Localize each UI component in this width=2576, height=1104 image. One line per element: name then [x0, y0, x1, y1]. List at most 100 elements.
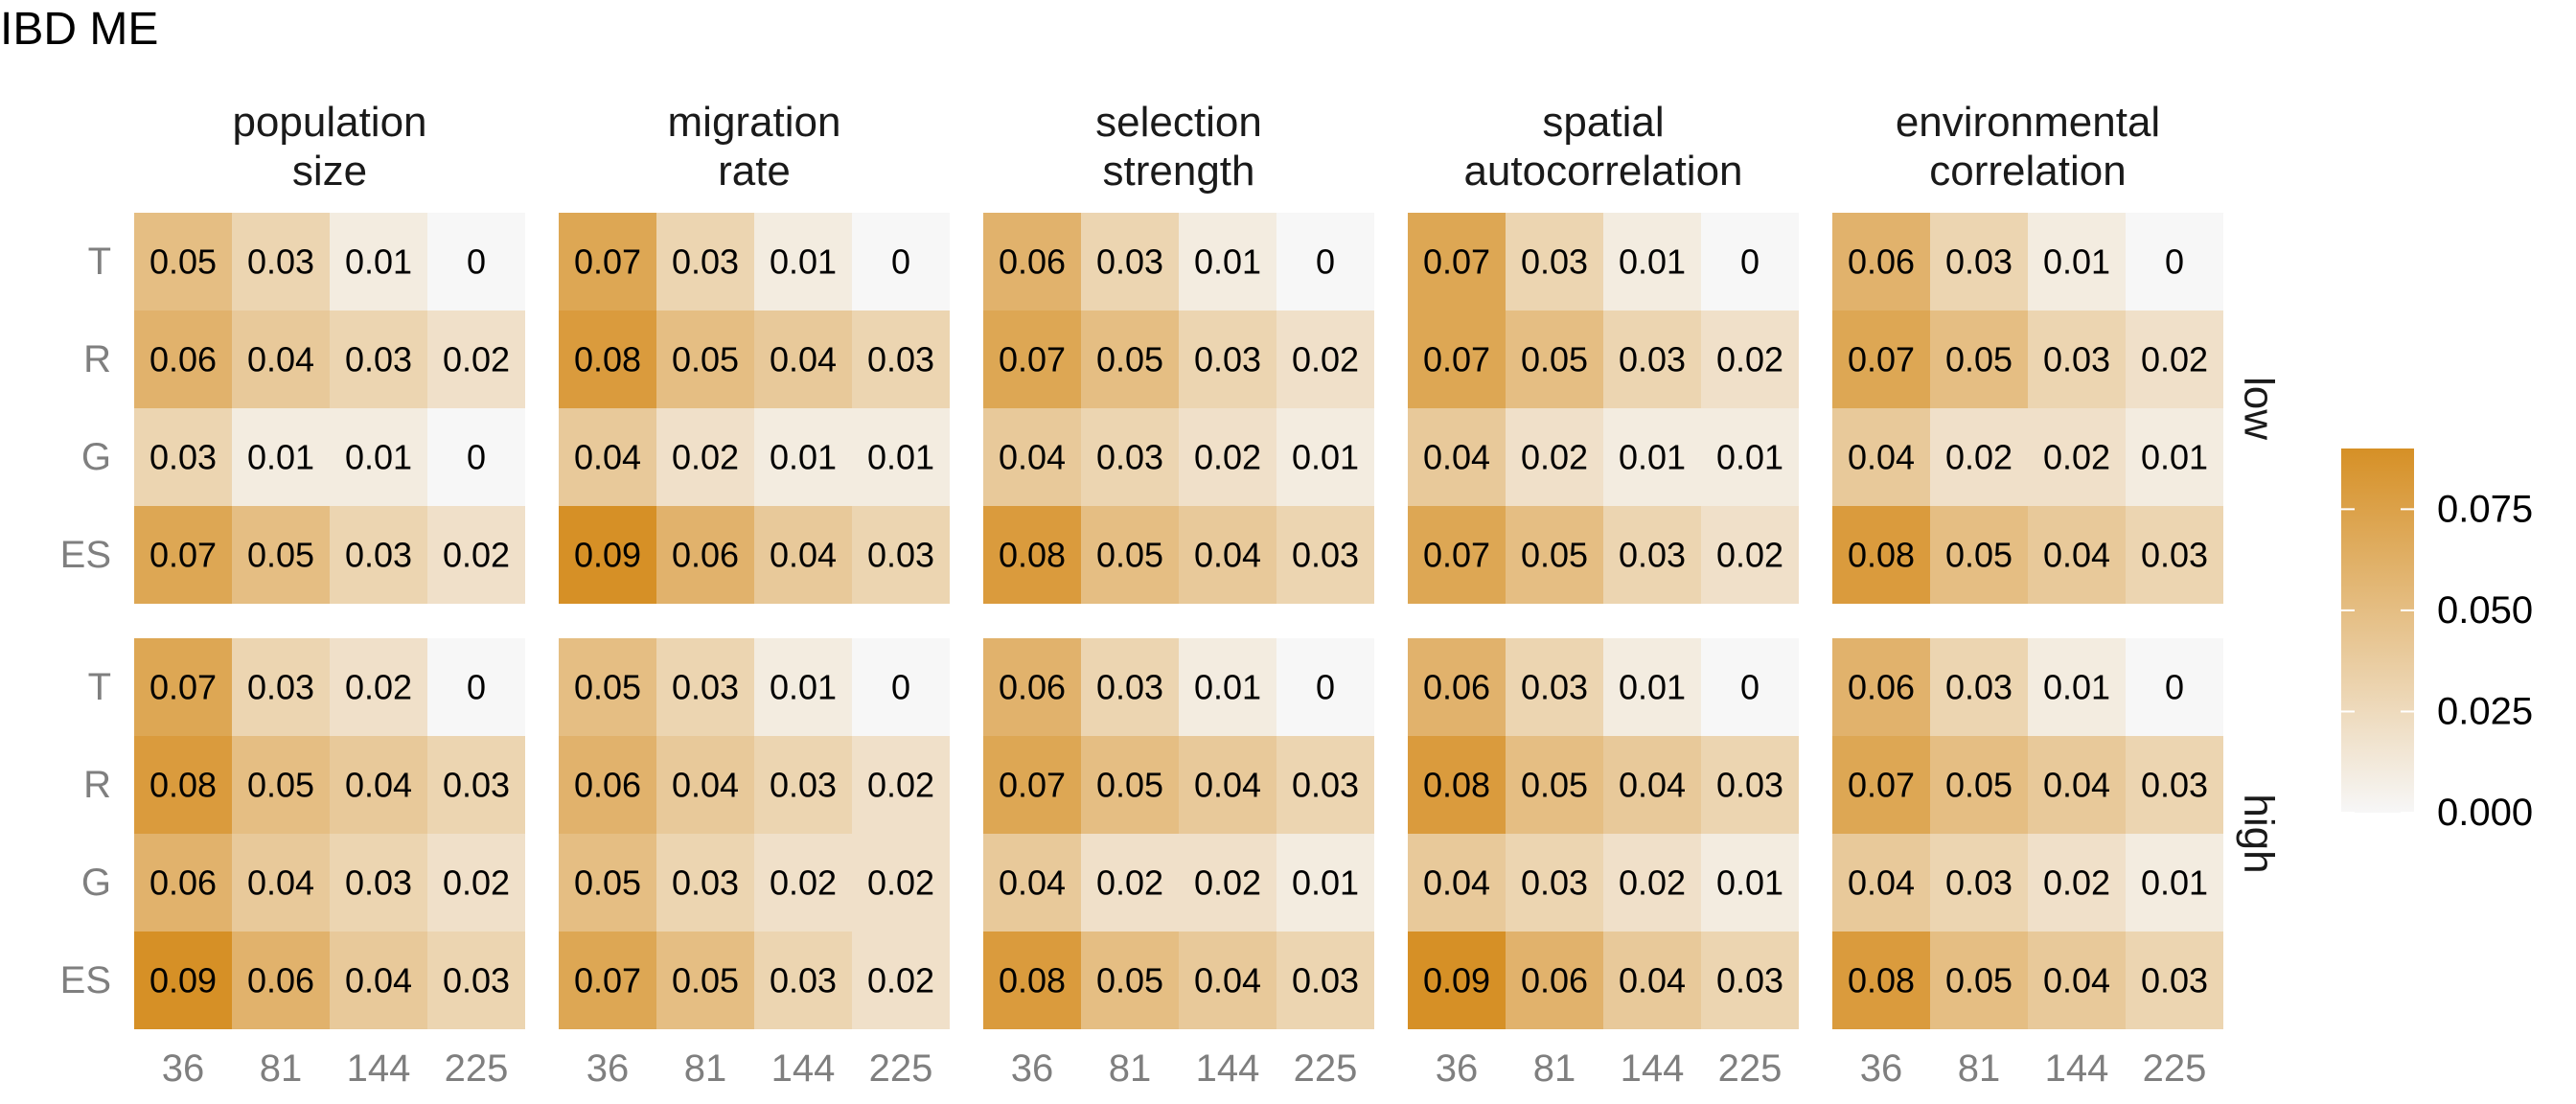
heatmap-tile [559, 736, 656, 834]
heatmap-tile [656, 506, 754, 604]
heatmap-tile [656, 310, 754, 408]
cell-value-label: 0.02 [1619, 863, 1686, 903]
heatmap-tile [754, 408, 852, 506]
cell-value-label: 0.06 [1423, 668, 1490, 707]
heatmap-tile [2028, 834, 2126, 932]
heatmap-tile [1832, 213, 1930, 310]
cell-value-label: 0.03 [345, 863, 412, 903]
cell-value-label: 0.07 [1423, 242, 1490, 282]
cell-value-label: 0.08 [1423, 766, 1490, 805]
cell-value-label: 0.04 [999, 438, 1066, 477]
heatmap-tile [134, 834, 232, 932]
heatmap-tile [559, 834, 656, 932]
heatmap-tile [330, 408, 427, 506]
heatmap-tile [1701, 310, 1799, 408]
heatmap-tile [559, 310, 656, 408]
cell-value-label: 0.03 [247, 242, 314, 282]
cell-value-label: 0.08 [999, 536, 1066, 575]
cell-value-label: 0.08 [574, 340, 641, 380]
cell-value-label: 0.07 [999, 766, 1066, 805]
cell-value-label: 0.04 [1423, 863, 1490, 903]
heatmap-tile [754, 310, 852, 408]
cell-value-label: 0.04 [247, 340, 314, 380]
cell-value-label: 0.03 [2043, 340, 2110, 380]
cell-value-label: 0.05 [1521, 536, 1588, 575]
heatmap-tile [1603, 932, 1701, 1029]
cell-value-label: 0 [2165, 242, 2184, 282]
cell-value-label: 0.04 [2043, 766, 2110, 805]
cell-value-label: 0.06 [999, 668, 1066, 707]
heatmap-tile [1506, 213, 1603, 310]
cell-value-label: 0 [891, 668, 910, 707]
cell-value-label: 0 [1316, 242, 1335, 282]
y-tick-label: R [83, 338, 111, 380]
cell-value-label: 0.03 [867, 536, 934, 575]
heatmap-tile [134, 506, 232, 604]
cell-value-label: 0.03 [1619, 340, 1686, 380]
cell-value-label: 0.03 [1194, 340, 1261, 380]
cell-value-label: 0.06 [1521, 961, 1588, 1000]
column-strip-label: selection [1095, 99, 1262, 146]
cell-value-label: 0.07 [1423, 536, 1490, 575]
cell-value-label: 0.01 [770, 668, 837, 707]
cell-value-label: 0.02 [345, 668, 412, 707]
heatmap-tile [427, 506, 525, 604]
column-strip-label: size [292, 148, 367, 195]
heatmap-tile [2126, 638, 2223, 736]
x-tick-label: 81 [1533, 1047, 1576, 1090]
cell-value-label: 0.04 [1848, 863, 1915, 903]
cell-value-label: 0 [2165, 668, 2184, 707]
heatmap-tile [134, 310, 232, 408]
heatmap-tile [1179, 506, 1276, 604]
heatmap-tile [852, 213, 950, 310]
cell-value-label: 0.06 [999, 242, 1066, 282]
heatmap-tile [1506, 408, 1603, 506]
heatmap-tile [1506, 310, 1603, 408]
cell-value-label: 0.07 [574, 961, 641, 1000]
heatmap-tile [983, 932, 1081, 1029]
heatmap-tile [754, 736, 852, 834]
heatmap-tile [427, 638, 525, 736]
heatmap-tile [1930, 506, 2028, 604]
heatmap-tile [330, 736, 427, 834]
heatmap-tile [2028, 932, 2126, 1029]
cell-value-label: 0.03 [1292, 766, 1359, 805]
legend-tick-label: 0.050 [2437, 589, 2533, 632]
heatmap-tile [2126, 736, 2223, 834]
heatmap-tile [2126, 408, 2223, 506]
heatmap-tile [1832, 736, 1930, 834]
cell-value-label: 0.01 [2141, 438, 2208, 477]
cell-value-label: 0.04 [2043, 961, 2110, 1000]
heatmap-tile [134, 932, 232, 1029]
cell-value-label: 0.05 [247, 766, 314, 805]
cell-value-label: 0.07 [150, 668, 217, 707]
cell-value-label: 0.05 [1945, 766, 2012, 805]
heatmap-tile [1701, 736, 1799, 834]
cell-value-label: 0.05 [1096, 536, 1163, 575]
cell-value-label: 0.09 [574, 536, 641, 575]
heatmap-tile [852, 408, 950, 506]
heatmap-tile [2028, 310, 2126, 408]
cell-value-label: 0.03 [2141, 766, 2208, 805]
heatmap-tile [656, 736, 754, 834]
heatmap-tile [1179, 834, 1276, 932]
cell-value-label: 0.05 [672, 340, 739, 380]
heatmap-tile [852, 506, 950, 604]
heatmap-tile [232, 408, 330, 506]
cell-value-label: 0.01 [1619, 668, 1686, 707]
cell-value-label: 0.04 [770, 536, 837, 575]
heatmap-tile [2028, 736, 2126, 834]
heatmap-tile [1506, 506, 1603, 604]
heatmap-tile [1081, 638, 1179, 736]
cell-value-label: 0.01 [1716, 863, 1783, 903]
cell-value-label: 0.01 [1194, 242, 1261, 282]
cell-value-label: 0.04 [2043, 536, 2110, 575]
legend-tick-label: 0.075 [2437, 488, 2533, 530]
cell-value-label: 0.04 [770, 340, 837, 380]
heatmap-tile [1832, 834, 1930, 932]
cell-value-label: 0.02 [443, 536, 510, 575]
row-strip-label: high [2236, 794, 2283, 873]
heatmap-tile [559, 408, 656, 506]
cell-value-label: 0 [1740, 242, 1760, 282]
heatmap-tile [1276, 310, 1374, 408]
